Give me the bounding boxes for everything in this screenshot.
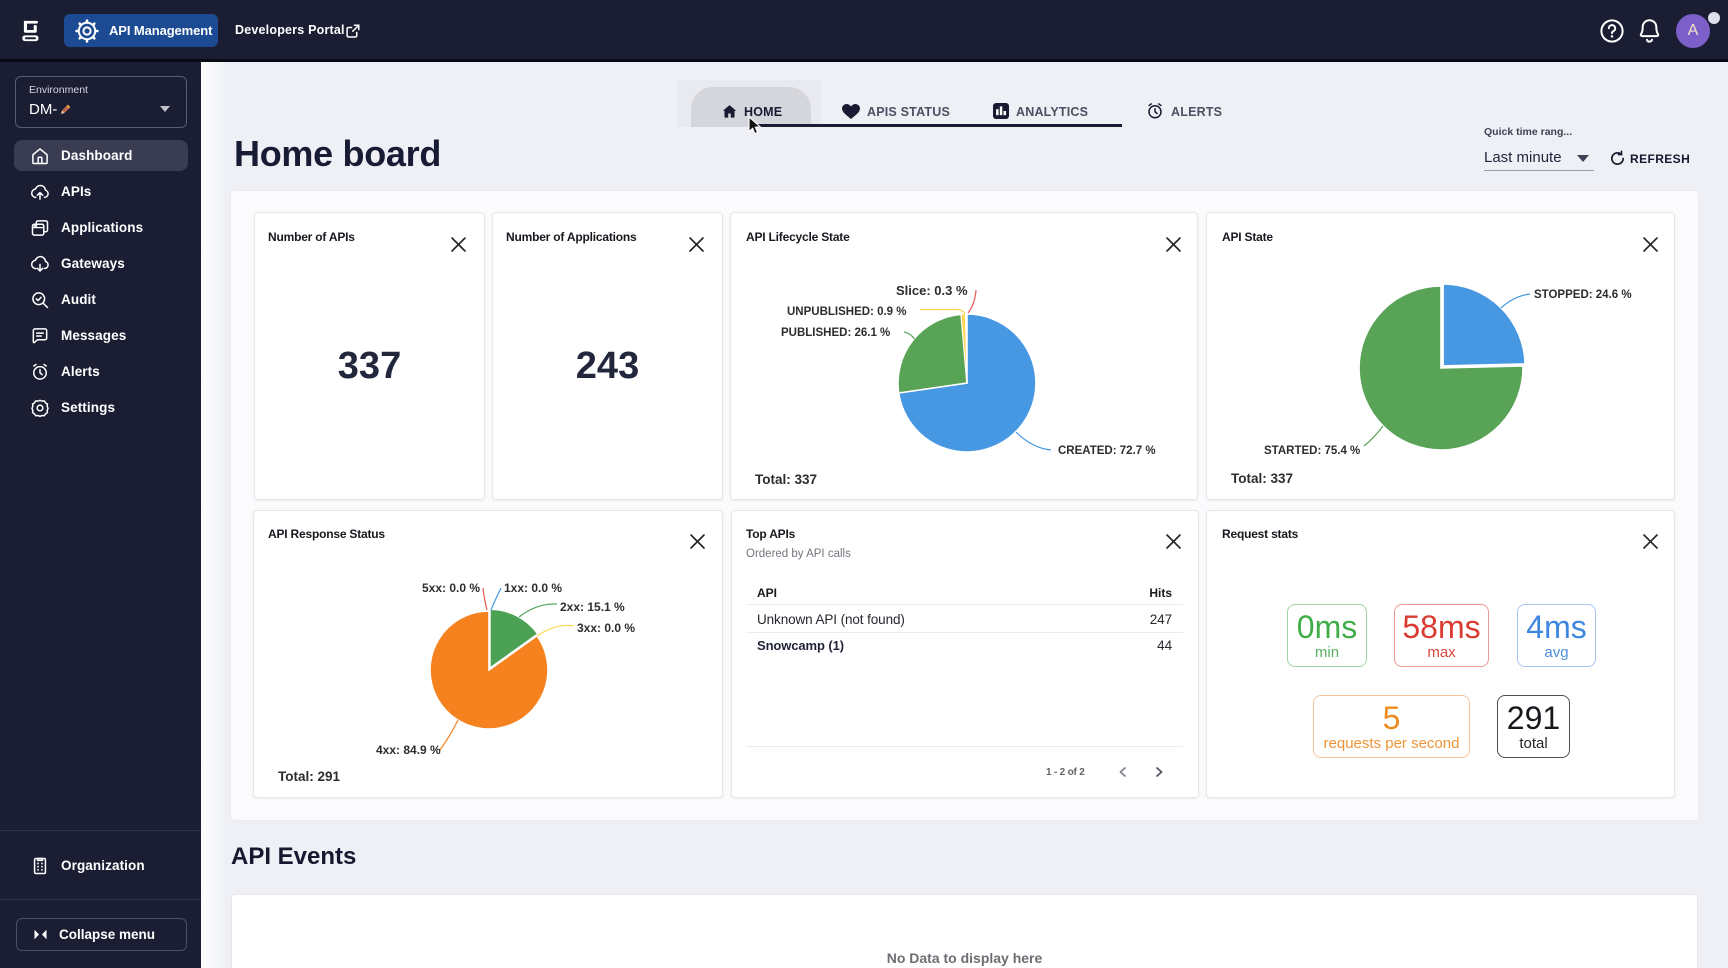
svg-text:Total: 291: Total: 291 (278, 769, 341, 784)
svg-text:UNPUBLISHED: 0.9 %: UNPUBLISHED: 0.9 % (787, 306, 907, 318)
svg-text:4xx: 84.9 %: 4xx: 84.9 % (376, 743, 441, 757)
svg-text:1xx: 0.0 %: 1xx: 0.0 % (504, 581, 562, 595)
svg-text:5xx: 0.0 %: 5xx: 0.0 % (422, 581, 480, 595)
svg-text:2xx: 15.1 %: 2xx: 15.1 % (560, 600, 625, 614)
svg-text:CREATED: 72.7 %: CREATED: 72.7 % (1058, 445, 1156, 457)
svg-text:Slice: 0.3 %: Slice: 0.3 % (896, 283, 968, 298)
svg-text:Total: 337: Total: 337 (755, 472, 817, 487)
svg-text:STARTED: 75.4 %: STARTED: 75.4 % (1264, 445, 1360, 457)
svg-text:STOPPED: 24.6 %: STOPPED: 24.6 % (1534, 289, 1632, 301)
svg-text:PUBLISHED: 26.1 %: PUBLISHED: 26.1 % (781, 327, 890, 339)
svg-text:3xx: 0.0 %: 3xx: 0.0 % (577, 621, 635, 635)
svg-text:Total: 337: Total: 337 (1231, 471, 1293, 486)
